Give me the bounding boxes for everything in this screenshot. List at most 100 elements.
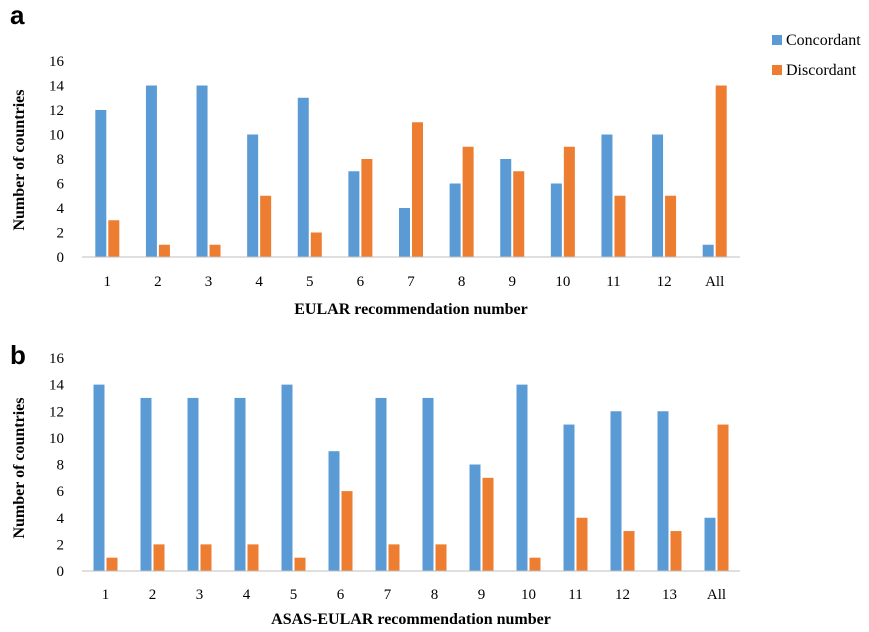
bar-concordant xyxy=(187,397,199,571)
bar-discordant xyxy=(388,544,400,571)
x-ticks-b: 1 2 3 4 5 6 7 8 9 10 11 12 13 All xyxy=(102,587,726,603)
x-tick-label: 11 xyxy=(568,587,582,603)
bar-discordant xyxy=(294,557,306,571)
y-tick-label: 8 xyxy=(57,152,65,168)
x-tick-label: 8 xyxy=(431,587,439,603)
bar-concordant xyxy=(469,464,481,571)
y-axis-title-b: Number of countries xyxy=(11,397,28,538)
x-tick-label: 6 xyxy=(357,274,365,290)
y-ticks-b: 0 2 4 6 8 10 12 14 16 xyxy=(49,351,65,580)
bar-discordant xyxy=(576,517,588,571)
y-tick-label: 12 xyxy=(49,404,64,420)
legend-swatch-discordant xyxy=(772,65,782,75)
bar-discordant xyxy=(209,244,221,257)
bar-discordant xyxy=(462,146,474,257)
x-tick-label: 5 xyxy=(290,587,298,603)
x-tick-label: 6 xyxy=(337,587,345,603)
legend-swatch-concordant xyxy=(772,35,782,45)
x-tick-label: 5 xyxy=(306,274,314,290)
bar-concordant xyxy=(550,183,562,257)
y-tick-label: 6 xyxy=(57,177,65,193)
bar-discordant xyxy=(665,195,677,257)
x-tick-label: 9 xyxy=(508,274,516,290)
bar-concordant xyxy=(704,517,716,571)
bar-concordant xyxy=(399,208,410,257)
bar-concordant xyxy=(702,244,714,257)
bar-discordant xyxy=(106,557,118,571)
x-tick-label: All xyxy=(707,587,726,603)
x-tick-label: 12 xyxy=(615,587,630,603)
bar-discordant xyxy=(341,491,353,571)
x-tick-label: 8 xyxy=(458,274,466,290)
bar-concordant xyxy=(657,411,669,571)
x-tick-label: 12 xyxy=(657,274,672,290)
bar-concordant xyxy=(328,451,340,571)
y-ticks-a: 0 2 4 6 8 10 12 14 16 xyxy=(49,54,65,266)
bar-concordant xyxy=(140,397,152,571)
bar-discordant xyxy=(717,424,729,571)
x-tick-label: All xyxy=(705,274,724,290)
bar-discordant xyxy=(412,122,423,257)
bar-discordant xyxy=(247,544,259,571)
bar-discordant xyxy=(614,195,626,257)
bar-concordant xyxy=(516,384,528,571)
bar-discordant xyxy=(153,544,165,571)
bar-concordant xyxy=(652,134,664,257)
bar-discordant xyxy=(158,244,170,257)
x-axis-title-b: ASAS-EULAR recommendation number xyxy=(271,611,551,628)
bar-concordant xyxy=(449,183,461,257)
y-tick-label: 8 xyxy=(57,458,65,474)
x-tick-label: 2 xyxy=(149,587,157,603)
bar-concordant xyxy=(375,397,387,571)
bar-discordant xyxy=(563,146,575,257)
bar-concordant xyxy=(563,424,575,571)
bar-concordant xyxy=(422,397,434,571)
bar-discordant xyxy=(200,544,212,571)
y-tick-label: 16 xyxy=(49,351,65,367)
x-tick-label: 11 xyxy=(606,274,620,290)
x-tick-label: 3 xyxy=(205,274,213,290)
bar-concordant xyxy=(234,397,246,571)
legend-label-discordant: Discordant xyxy=(786,62,857,79)
x-tick-label: 10 xyxy=(555,274,570,290)
y-tick-label: 4 xyxy=(57,511,65,527)
x-tick-label: 10 xyxy=(521,587,536,603)
bar-concordant xyxy=(145,85,157,257)
x-tick-label: 1 xyxy=(104,274,112,290)
bar-discordant xyxy=(310,232,322,257)
x-axis-title-a: EULAR recommendation number xyxy=(294,301,527,318)
bar-discordant xyxy=(482,477,494,571)
y-tick-label: 12 xyxy=(49,103,64,119)
y-tick-label: 2 xyxy=(57,226,65,242)
bar-concordant xyxy=(281,384,293,571)
x-tick-label: 9 xyxy=(478,587,486,603)
bar-discordant xyxy=(529,557,541,571)
bar-discordant xyxy=(260,195,272,257)
bar-discordant xyxy=(670,531,682,571)
panel-letter-b: b xyxy=(10,340,26,370)
bar-concordant xyxy=(95,110,107,257)
bar-concordant xyxy=(601,134,613,257)
bar-concordant xyxy=(297,97,309,257)
bar-discordant xyxy=(361,159,373,257)
x-ticks-a: 1 2 3 4 5 6 7 8 9 10 11 12 All xyxy=(104,274,725,290)
y-tick-label: 0 xyxy=(57,250,65,266)
bar-concordant xyxy=(196,85,208,257)
y-tick-label: 2 xyxy=(57,537,65,553)
legend: Concordant Discordant xyxy=(772,32,861,79)
bar-discordant xyxy=(715,85,727,257)
bar-discordant xyxy=(435,544,447,571)
y-tick-label: 10 xyxy=(49,431,64,447)
x-tick-label: 13 xyxy=(662,587,677,603)
bar-concordant xyxy=(348,171,360,257)
x-tick-label: 7 xyxy=(384,587,392,603)
y-tick-label: 0 xyxy=(57,564,65,580)
x-tick-label: 2 xyxy=(154,274,162,290)
bar-discordant xyxy=(513,171,525,257)
panel-letter-a: a xyxy=(10,0,25,30)
x-tick-label: 3 xyxy=(196,587,204,603)
y-axis-title-a: Number of countries xyxy=(11,89,28,230)
bar-discordant xyxy=(108,220,120,257)
